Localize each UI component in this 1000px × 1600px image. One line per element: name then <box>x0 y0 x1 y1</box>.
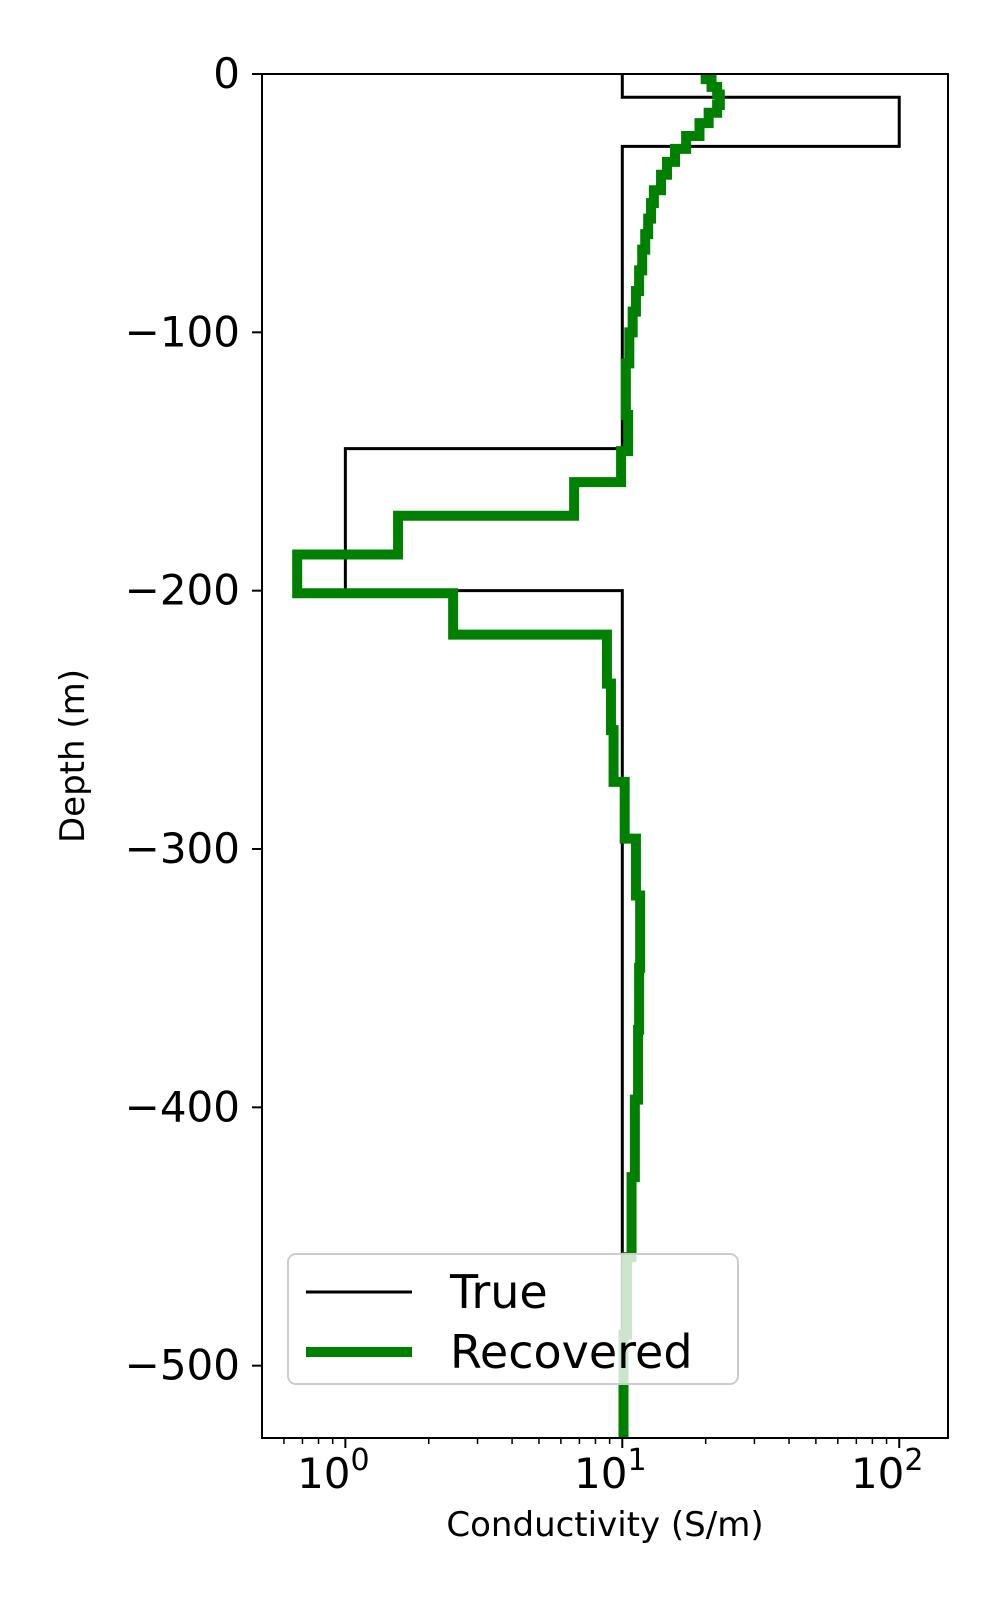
x-tick-label: 101 <box>574 1443 647 1498</box>
legend-recovered-label: Recovered <box>450 1325 693 1379</box>
plot-frame <box>261 73 949 1439</box>
y-tick-label: 0 <box>213 49 240 98</box>
y-axis-label: Depth (m) <box>53 669 93 843</box>
legend-true-label: True <box>449 1265 548 1319</box>
y-tick-label: −400 <box>125 1082 240 1131</box>
y-tick-label: −300 <box>125 824 240 873</box>
x-tick-label: 102 <box>851 1443 924 1498</box>
plot-content <box>292 74 901 1438</box>
x-tick-label: 100 <box>297 1443 370 1498</box>
series-line-recovered <box>292 74 725 1438</box>
y-tick-label: −500 <box>125 1341 240 1390</box>
legend: True Recovered <box>287 1253 739 1385</box>
ticks-layer: 0 −100 −200 −300 −400 −500 100 101 102 <box>125 49 924 1498</box>
x-axis-label: Conductivity (S/m) <box>446 1505 763 1545</box>
y-tick-label: −100 <box>125 307 240 356</box>
series-line-true <box>343 74 901 1438</box>
y-tick-label: −200 <box>125 566 240 615</box>
